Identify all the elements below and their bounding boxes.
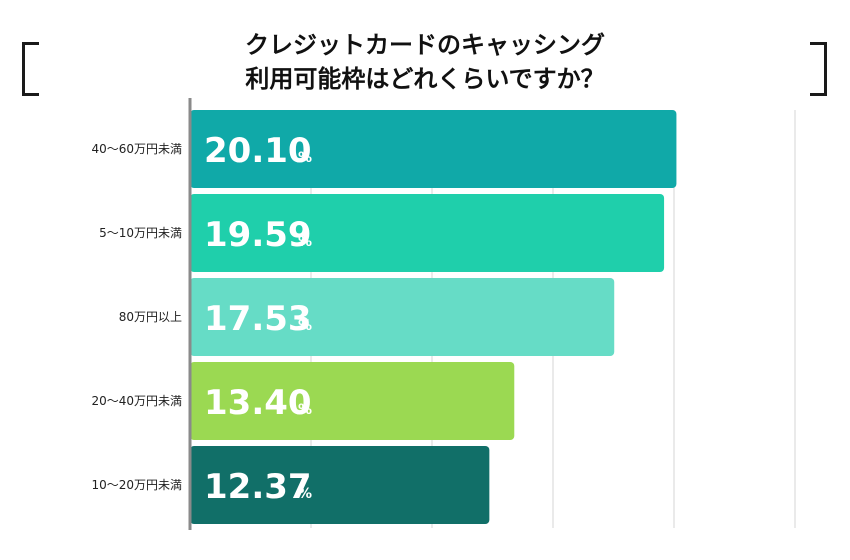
left-bracket-decoration xyxy=(22,42,39,96)
category-labels: 40〜60万円未満 5〜10万円未満 80万円以上 20〜40万円未満 10〜20万円未… xyxy=(91,142,182,492)
chart-title-line-2: 利用可能枠はどれくらいですか？ xyxy=(245,65,605,93)
bar-3 xyxy=(190,278,615,356)
bar-value-label-3: 17.53 xyxy=(204,299,312,339)
bar-unit-label-5: % xyxy=(298,486,312,502)
bar-unit-label-4: % xyxy=(298,402,312,418)
bar-unit-label-3: % xyxy=(298,318,312,334)
category-label-2: 5〜10万円未満 xyxy=(99,226,182,240)
bar-5 xyxy=(190,446,490,524)
bar-unit-label-1: % xyxy=(298,150,312,166)
bar-4 xyxy=(190,362,515,440)
bar-value-label-2: 19.59 xyxy=(204,215,312,255)
right-bracket-decoration xyxy=(810,42,827,96)
category-label-4: 20〜40万円未満 xyxy=(91,394,182,408)
category-label-1: 40〜60万円未満 xyxy=(91,142,182,156)
bar-value-label-4: 13.40 xyxy=(204,383,312,423)
chart-title-line-1: クレジットカードのキャッシング xyxy=(245,31,605,59)
bar-value-label-1: 20.10 xyxy=(204,131,312,171)
category-label-5: 10〜20万円未満 xyxy=(91,478,182,492)
category-label-3: 80万円以上 xyxy=(119,310,182,324)
bars: 20.10%19.59%17.53%13.40%12.37% xyxy=(190,110,677,524)
bar-1 xyxy=(190,110,677,188)
bar-value-label-5: 12.37 xyxy=(204,467,312,507)
chart-title: クレジットカードのキャッシング 利用可能枠はどれくらいですか？ xyxy=(150,28,700,96)
bar-unit-label-2: % xyxy=(298,234,312,250)
bar-2 xyxy=(190,194,665,272)
